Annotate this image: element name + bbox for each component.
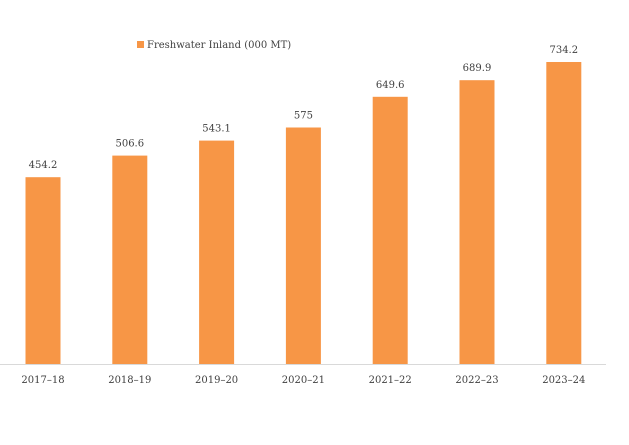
bar-2018–19 (112, 155, 148, 364)
bar-2022–23 (459, 80, 495, 364)
data-label: 649.6 (376, 80, 405, 91)
legend-label: Freshwater Inland (000 MT) (147, 40, 291, 51)
bar-2017–18 (25, 177, 61, 364)
bars-group (25, 62, 582, 365)
x-tick-label: 2021–22 (369, 375, 412, 386)
data-label: 454.2 (29, 160, 58, 171)
bar-2019–20 (199, 140, 235, 364)
legend: Freshwater Inland (000 MT) (137, 40, 291, 51)
x-tick-label: 2022–23 (455, 375, 498, 386)
legend-swatch (137, 41, 144, 48)
bar-2023–24 (546, 62, 582, 364)
bar-2021–22 (372, 96, 408, 365)
data-label: 689.9 (463, 63, 492, 74)
x-axis-tick-labels: 2017–18 2018–19 2019–20 2020–21 2021–22 2022–… (21, 375, 585, 386)
x-tick-label: 2023–24 (542, 375, 585, 386)
bar-2020–21 (285, 127, 321, 364)
x-tick-label: 2018–19 (108, 375, 151, 386)
x-tick-label: 2017–18 (21, 375, 64, 386)
x-tick-label: 2019–20 (195, 375, 238, 386)
data-label: 506.6 (115, 139, 144, 150)
data-label: 543.1 (202, 124, 231, 135)
data-labels-group: 454.2 506.6 543.1 575 649.6 689.9 734.2 (29, 45, 578, 171)
data-label: 734.2 (549, 45, 578, 56)
x-tick-label: 2020–21 (282, 375, 325, 386)
data-label: 575 (294, 111, 313, 122)
